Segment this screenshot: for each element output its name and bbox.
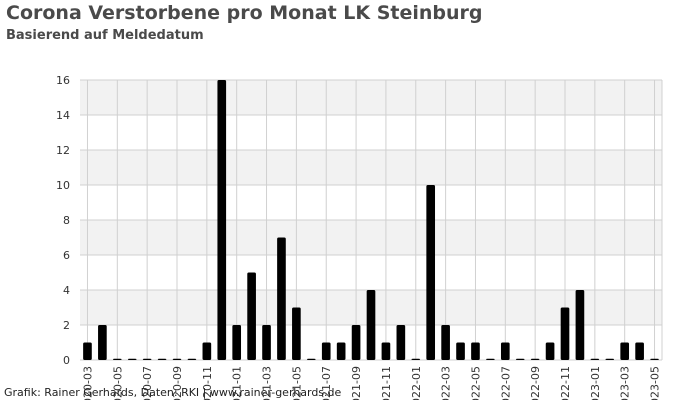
- x-tick-label: 2022-01: [410, 366, 423, 400]
- x-tick-label: 2022-03: [440, 366, 453, 400]
- bar: [471, 342, 480, 360]
- bar: [157, 358, 167, 360]
- x-tick-label: 2020-07: [141, 366, 154, 400]
- bars: [83, 80, 659, 360]
- grid-band: [80, 220, 662, 255]
- grid-band: [80, 255, 662, 290]
- grid-band: [80, 185, 662, 220]
- grid-lines: [80, 79, 663, 361]
- x-tick-label: 2020-03: [81, 366, 94, 400]
- bar: [83, 342, 92, 360]
- bar: [351, 325, 361, 360]
- x-tick-label: 2021-09: [350, 366, 363, 400]
- bar: [366, 290, 376, 360]
- bar: [306, 358, 316, 360]
- bar: [202, 342, 212, 360]
- x-tick-label: 2021-11: [380, 366, 393, 400]
- grid-band: [80, 115, 662, 150]
- bar: [187, 358, 197, 360]
- bar: [590, 358, 600, 360]
- chart-subtitle: Basierend auf Meldedatum: [6, 28, 204, 43]
- x-tick-label: 2021-07: [320, 366, 333, 400]
- bar: [336, 342, 346, 360]
- x-tick-label: 2020-05: [111, 366, 124, 400]
- y-tick-label: 14: [56, 109, 70, 122]
- bar: [172, 358, 182, 360]
- y-tick-labels: 0 2 4 6 8 10 12 14 16: [56, 74, 70, 367]
- bar: [635, 342, 644, 360]
- bar: [396, 325, 406, 360]
- bar: [620, 342, 630, 360]
- x-tick-label: 2023-05: [649, 366, 662, 400]
- x-tick-label: 2020-11: [201, 366, 214, 400]
- bar: [545, 342, 555, 360]
- bar: [530, 358, 540, 360]
- bar: [217, 80, 227, 360]
- x-tick-label: 2022-05: [469, 366, 482, 400]
- x-tick-label: 2022-07: [499, 366, 512, 400]
- bar: [142, 358, 152, 360]
- x-tick-label: 2022-09: [529, 366, 542, 400]
- y-tick-label: 4: [63, 284, 70, 297]
- bar: [127, 358, 137, 360]
- bar: [500, 342, 510, 360]
- bar: [277, 237, 286, 360]
- bar: [381, 342, 391, 360]
- bar: [441, 325, 450, 360]
- bar: [426, 185, 436, 360]
- x-tick-labels: 2020-03 2020-05 2020-07 2020-09 2020-11 2021-…: [81, 366, 661, 400]
- grid-band: [80, 150, 662, 185]
- y-tick-label: 12: [56, 144, 70, 157]
- x-tick-label: 2022-11: [559, 366, 572, 400]
- y-tick-label: 16: [56, 74, 70, 87]
- bar: [605, 358, 615, 360]
- y-tick-label: 8: [63, 214, 70, 227]
- bar: [411, 358, 421, 360]
- bar: [456, 342, 465, 360]
- x-tick-label: 2023-01: [589, 366, 602, 400]
- x-tick-label: 2023-03: [619, 366, 632, 400]
- bar: [486, 358, 495, 360]
- bar: [575, 290, 585, 360]
- bar: [112, 358, 122, 360]
- x-tick-label: 2021-05: [290, 366, 303, 400]
- y-tick-label: 2: [63, 319, 70, 332]
- bar: [321, 342, 331, 360]
- x-tick-label: 2021-01: [231, 366, 244, 400]
- bar: [560, 307, 570, 360]
- x-tick-label: 2020-09: [171, 366, 184, 400]
- y-tick-label: 10: [56, 179, 70, 192]
- bar: [247, 272, 256, 360]
- source-credit: Grafik: Rainer Gerhards, Daten: RKI | ww…: [4, 386, 342, 399]
- bar: [515, 358, 525, 360]
- bar: [232, 325, 242, 360]
- y-tick-label: 0: [63, 354, 70, 367]
- bar: [292, 307, 301, 360]
- grid-band: [80, 80, 662, 115]
- y-tick-label: 6: [63, 249, 70, 262]
- x-tick-label: 2021-03: [261, 366, 274, 400]
- bar: [650, 358, 659, 360]
- chart-title: Corona Verstorbene pro Monat LK Steinbur…: [6, 2, 483, 24]
- bar: [262, 325, 271, 360]
- bar: [98, 325, 107, 360]
